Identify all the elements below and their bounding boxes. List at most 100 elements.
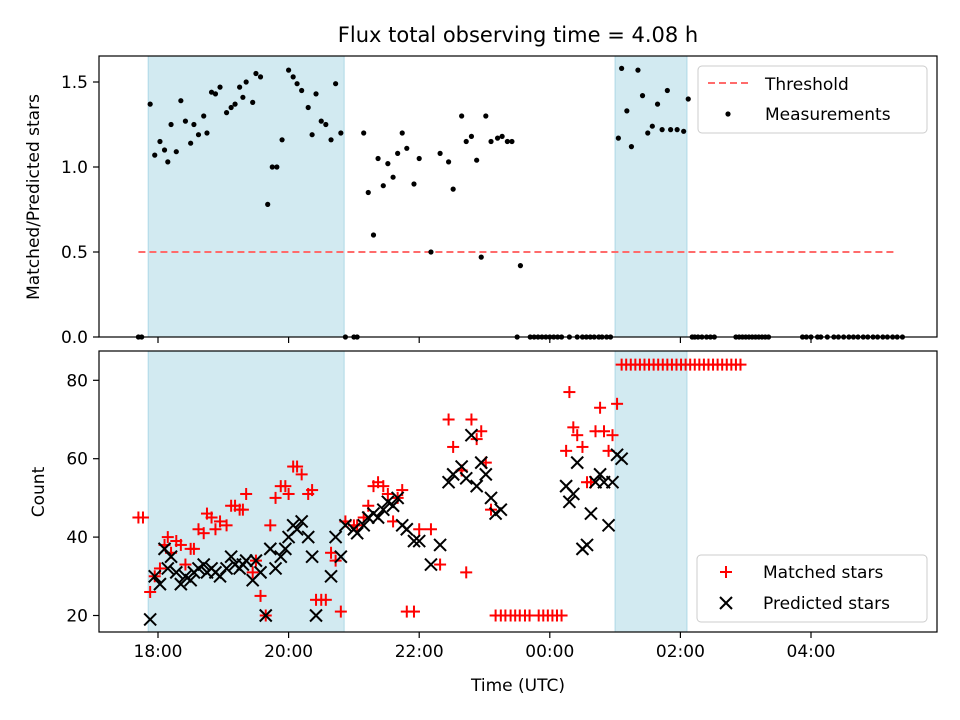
matched-star-point [563, 386, 576, 399]
predicted-star-point [164, 549, 178, 564]
predicted-star-point [328, 530, 343, 544]
matched-star-point [381, 487, 394, 500]
y-tick-label: 0.0 [61, 328, 88, 348]
measurement-point [517, 263, 524, 269]
predicted-star-point [390, 491, 405, 505]
matched-star-point [560, 444, 573, 457]
measurement-point [208, 89, 215, 95]
measurement-point [428, 249, 434, 255]
measurement-point [147, 101, 153, 107]
matched-star-point [254, 589, 267, 602]
measurement-point [635, 67, 641, 73]
matched-legend-marker [720, 566, 732, 578]
predicted-star-point [584, 506, 598, 521]
observing-window-1 [614, 55, 688, 338]
measurement-point [385, 161, 391, 167]
chart-title: Flux total observing time = 4.08 h [338, 23, 698, 47]
measurement-point [279, 137, 285, 143]
measurement-point [404, 145, 410, 151]
matched-star-point [734, 358, 747, 371]
predicted-star-point [305, 549, 319, 564]
measurement-points [135, 65, 906, 340]
measurement-point [668, 127, 674, 133]
matched-star-point [220, 519, 233, 532]
matched-star-point [567, 421, 580, 434]
predicted-star-point [593, 467, 607, 482]
measurement-point [274, 164, 280, 170]
matched-star-point [465, 413, 478, 426]
ratio-panel-frame [98, 55, 938, 338]
matched-star-point [407, 605, 420, 618]
predicted-star-point [153, 577, 167, 591]
predicted-star-point [294, 514, 309, 529]
matched-star-point [246, 566, 259, 579]
measurement-point [685, 96, 691, 102]
ratio-legend-box [697, 65, 928, 134]
matched-legend-label: Matched stars [763, 563, 883, 583]
measurement-point [182, 118, 189, 124]
matched-star-point [424, 523, 437, 536]
measurement-point [615, 135, 621, 141]
predicted-star-point [400, 522, 414, 536]
measurement-point [659, 127, 665, 133]
count-points [132, 358, 747, 627]
measurement-point [250, 99, 256, 105]
predicted-star-point [174, 577, 188, 591]
matched-star-point [236, 503, 249, 516]
measurements-legend-marker [725, 111, 731, 117]
matched-star-point [179, 558, 192, 571]
measurement-point [178, 98, 184, 104]
predicted-star-point [479, 467, 493, 482]
measurement-point [305, 104, 311, 111]
x-tick-label: 02:00 [656, 642, 705, 662]
measurement-point [649, 123, 655, 129]
matched-star-point [555, 609, 568, 622]
measurement-point [416, 155, 422, 162]
predicted-star-point [278, 542, 293, 556]
count-y-label: Count [29, 466, 49, 517]
ratio-x-ticks [157, 337, 812, 343]
x-tick-label: 18:00 [134, 642, 183, 662]
measurement-point [624, 108, 630, 114]
measurements-legend-label: Measurements [765, 105, 891, 125]
measurement-point [639, 93, 646, 99]
predicted-star-point [143, 612, 157, 627]
predicted-star-point [161, 561, 175, 576]
measurement-point [286, 67, 292, 73]
predicted-star-point [454, 459, 469, 474]
ratio-y-ticks: 0.0 0.5 1.0 1.5 [61, 73, 99, 348]
matched-star-point [214, 515, 227, 528]
predicted-star-point [459, 471, 473, 486]
matched-star-point [264, 519, 277, 532]
measurement-point [328, 137, 334, 143]
measurement-point [333, 81, 339, 87]
y-tick-label: 20 [66, 607, 88, 627]
threshold-legend-label: Threshold [764, 75, 849, 95]
measurement-point [459, 113, 465, 119]
measurement-point [157, 138, 163, 145]
measurement-point [294, 81, 300, 87]
matched-star-point [442, 413, 455, 426]
y-tick-label: 0.5 [61, 243, 88, 263]
predicted-star-point [494, 502, 508, 517]
predicted-star-point [484, 491, 498, 505]
matched-star-point [306, 484, 319, 497]
y-tick-label: 1.0 [61, 158, 88, 178]
matched-star-point [240, 487, 253, 500]
predicted-star-point [338, 518, 353, 533]
observing-window-0 [147, 55, 345, 338]
measurement-point [173, 149, 179, 155]
measurement-point [309, 132, 315, 138]
matched-star-point [197, 527, 210, 540]
measurement-point [217, 84, 223, 90]
measurement-point [191, 121, 197, 128]
measurement-point [269, 164, 275, 170]
predicted-star-point [469, 479, 484, 493]
measurement-point [504, 138, 510, 145]
predicted-star-point [580, 538, 594, 552]
count-legend: Matched stars Predicted stars [696, 554, 928, 623]
predicted-star-point [301, 530, 315, 544]
predicted-star-point [224, 549, 238, 564]
predicted-star-point [566, 487, 581, 501]
